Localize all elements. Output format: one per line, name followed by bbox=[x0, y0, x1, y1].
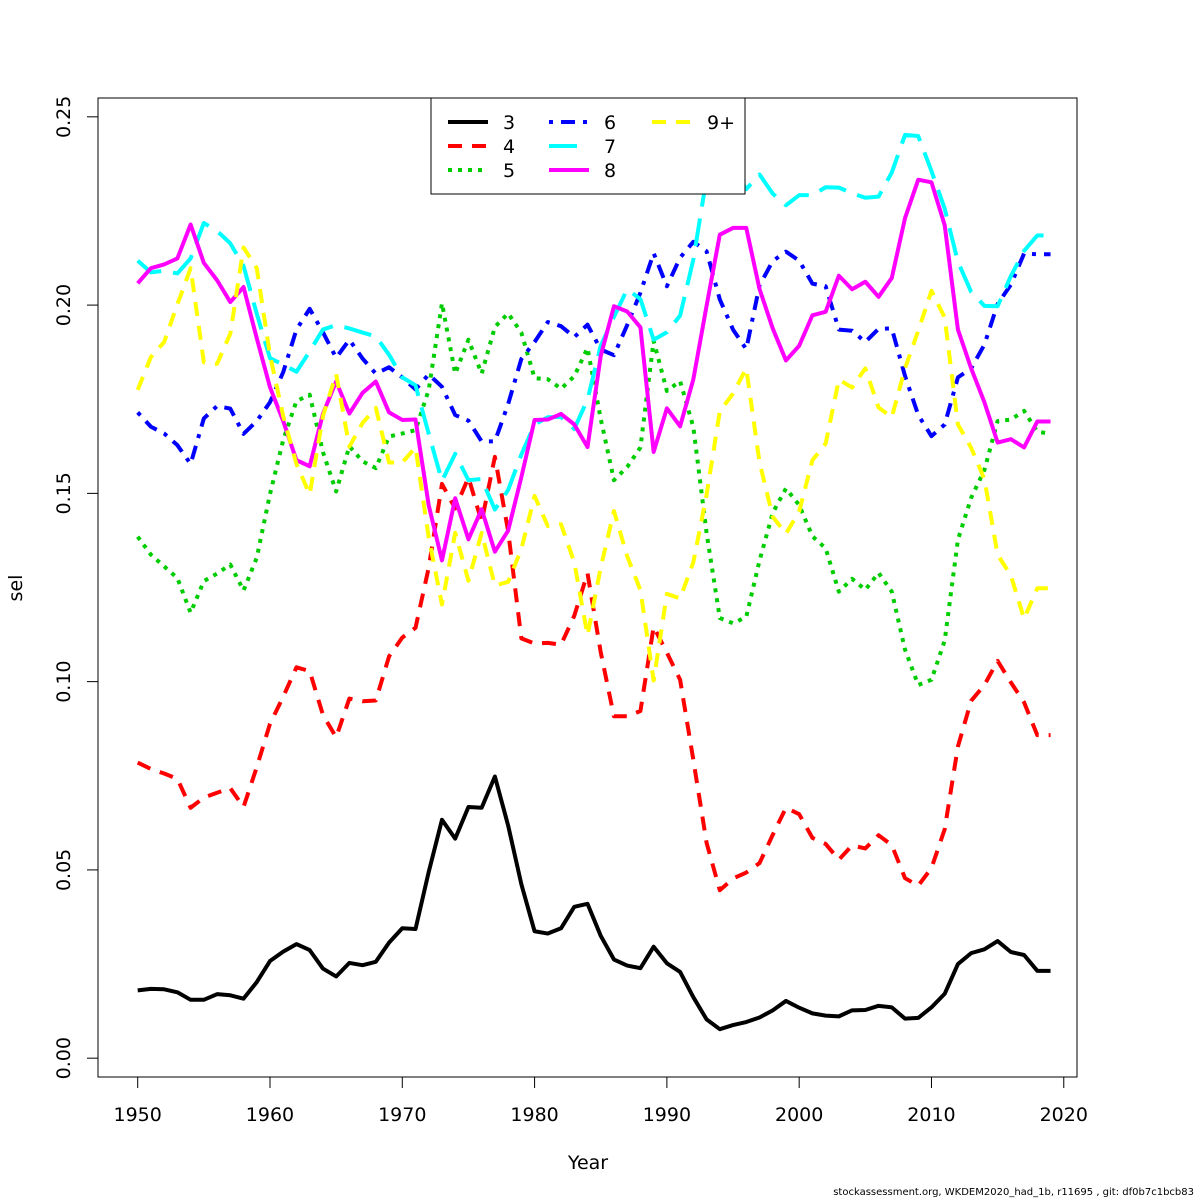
y-tick-label: 0.10 bbox=[53, 660, 75, 702]
legend-label: 7 bbox=[604, 136, 616, 158]
series-line-4 bbox=[136, 454, 1051, 893]
series-line-3 bbox=[137, 774, 1051, 1032]
legend-label: 4 bbox=[503, 136, 515, 158]
x-tick-label: 1980 bbox=[510, 1104, 558, 1126]
legend-label: 5 bbox=[503, 160, 515, 182]
legend: 345 678 9+ bbox=[430, 97, 746, 195]
x-tick-label: 2020 bbox=[1040, 1104, 1088, 1126]
x-tick-label: 1960 bbox=[246, 1104, 294, 1126]
series-line-9plus bbox=[135, 245, 1051, 683]
x-tick-label: 1990 bbox=[643, 1104, 691, 1126]
x-tick-label: 1970 bbox=[378, 1104, 426, 1126]
y-tick-label: 0.05 bbox=[53, 849, 75, 891]
legend-label: 9+ bbox=[707, 112, 735, 134]
x-axis: 1950 1960 1970 1980 1990 2000 2010 2020 bbox=[114, 1076, 1088, 1126]
x-axis-label: Year bbox=[567, 1152, 608, 1174]
series-line-5 bbox=[136, 301, 1051, 688]
x-tick-label: 2010 bbox=[907, 1104, 955, 1126]
x-tick-label: 1950 bbox=[114, 1104, 162, 1126]
series-line-6 bbox=[136, 239, 1051, 466]
y-tick-label: 0.25 bbox=[53, 96, 75, 138]
legend-label: 8 bbox=[604, 160, 616, 182]
y-axis-label: sel bbox=[5, 575, 27, 602]
y-axis: 0.00 0.05 0.10 0.15 0.20 0.25 bbox=[53, 96, 99, 1079]
legend-label: 3 bbox=[503, 112, 515, 134]
y-tick-label: 0.20 bbox=[53, 284, 75, 326]
series-line-7 bbox=[136, 132, 1051, 512]
legend-label: 6 bbox=[604, 112, 616, 134]
x-tick-label: 2000 bbox=[775, 1104, 823, 1126]
footnote: stockassessment.org, WKDEM2020_had_1b, r… bbox=[833, 1187, 1194, 1198]
y-tick-label: 0.15 bbox=[53, 472, 75, 514]
series-lines bbox=[135, 132, 1051, 1032]
y-tick-label: 0.00 bbox=[53, 1037, 75, 1079]
